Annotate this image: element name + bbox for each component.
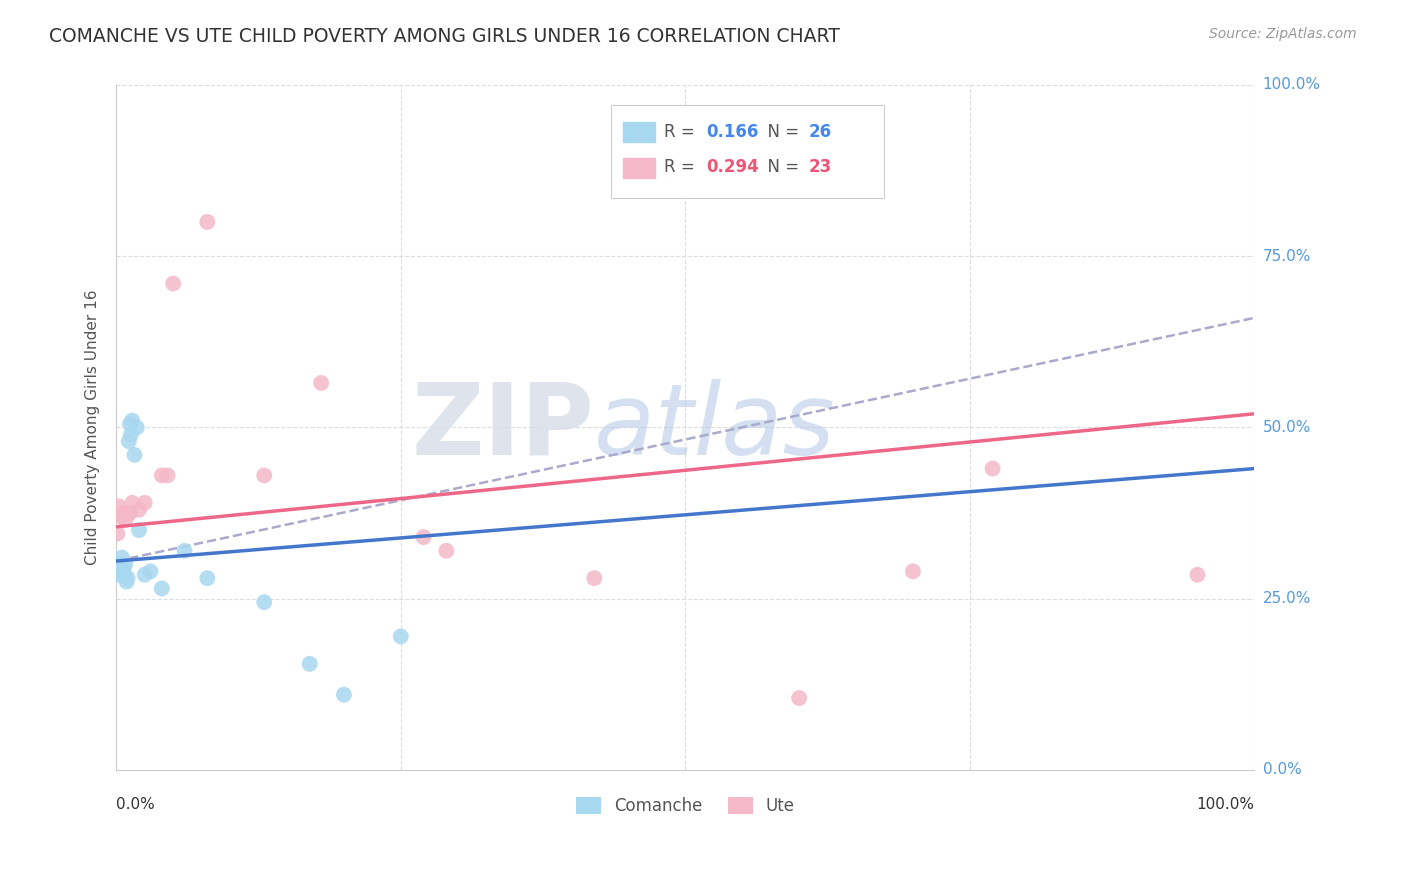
Point <box>128 523 150 537</box>
Point <box>125 420 148 434</box>
Point <box>162 277 184 291</box>
Point <box>901 565 924 579</box>
Point <box>112 561 135 575</box>
Text: 23: 23 <box>808 158 831 176</box>
Point <box>309 376 332 390</box>
Point <box>981 461 1004 475</box>
Text: atlas: atlas <box>595 379 837 476</box>
Text: 0.294: 0.294 <box>706 158 759 176</box>
Point <box>389 629 412 643</box>
Text: COMANCHE VS UTE CHILD POVERTY AMONG GIRLS UNDER 16 CORRELATION CHART: COMANCHE VS UTE CHILD POVERTY AMONG GIRL… <box>49 27 841 45</box>
Text: R =: R = <box>664 122 700 141</box>
Point <box>112 506 135 520</box>
Text: 100.0%: 100.0% <box>1263 78 1320 93</box>
Point <box>121 414 143 428</box>
Point <box>107 500 129 514</box>
Point <box>118 434 141 449</box>
Text: 26: 26 <box>808 122 831 141</box>
Point <box>118 417 141 431</box>
Text: 50.0%: 50.0% <box>1263 420 1310 435</box>
Point <box>1187 567 1209 582</box>
Text: ZIP: ZIP <box>412 379 595 476</box>
Point <box>134 496 156 510</box>
Point <box>115 574 138 589</box>
Point <box>124 448 146 462</box>
Text: N =: N = <box>756 122 804 141</box>
Point <box>107 561 129 575</box>
Point <box>134 567 156 582</box>
Point <box>150 582 173 596</box>
Text: 25.0%: 25.0% <box>1263 591 1310 607</box>
Point <box>787 691 810 706</box>
Point <box>117 506 139 520</box>
Text: 100.0%: 100.0% <box>1197 797 1254 813</box>
Point <box>173 543 195 558</box>
Legend: Comanche, Ute: Comanche, Ute <box>568 789 803 823</box>
Y-axis label: Child Poverty Among Girls Under 16: Child Poverty Among Girls Under 16 <box>86 290 100 566</box>
Point <box>107 567 129 582</box>
Text: 75.0%: 75.0% <box>1263 249 1310 264</box>
Point <box>111 550 134 565</box>
Point <box>434 543 457 558</box>
Point <box>412 530 434 544</box>
Point <box>110 565 132 579</box>
Point <box>108 558 131 572</box>
FancyBboxPatch shape <box>612 105 884 198</box>
Point <box>118 506 141 520</box>
Point <box>114 513 136 527</box>
Point <box>253 595 276 609</box>
Point <box>117 571 139 585</box>
Point <box>156 468 179 483</box>
Point <box>120 427 142 442</box>
Point <box>195 215 218 229</box>
Text: R =: R = <box>664 158 700 176</box>
Point <box>121 496 143 510</box>
Point <box>114 558 136 572</box>
Text: Source: ZipAtlas.com: Source: ZipAtlas.com <box>1209 27 1357 41</box>
Point <box>583 571 606 585</box>
Point <box>253 468 276 483</box>
Point <box>298 657 321 671</box>
Text: N =: N = <box>756 158 804 176</box>
Point <box>107 526 129 541</box>
Point <box>195 571 218 585</box>
Point <box>112 567 135 582</box>
Point <box>128 502 150 516</box>
Text: 0.166: 0.166 <box>706 122 758 141</box>
Point <box>333 688 356 702</box>
Bar <box>623 122 655 143</box>
Text: 0.0%: 0.0% <box>117 797 155 813</box>
Point <box>110 509 132 524</box>
Bar <box>623 158 655 178</box>
Point <box>150 468 173 483</box>
Text: 0.0%: 0.0% <box>1263 763 1302 778</box>
Point <box>139 565 162 579</box>
